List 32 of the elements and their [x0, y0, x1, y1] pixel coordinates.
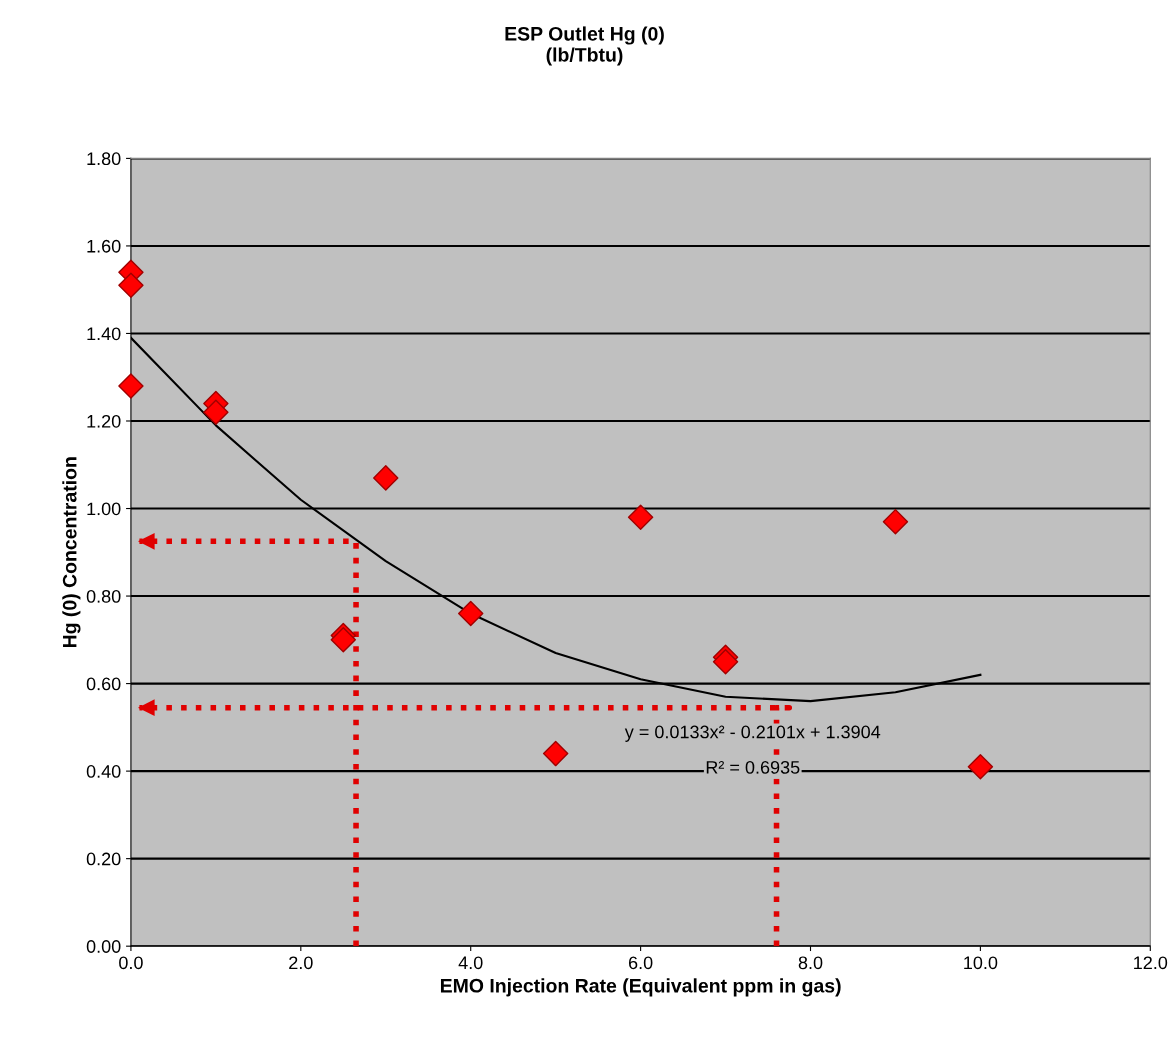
y-tick-label: 1.80 — [87, 152, 121, 166]
point — [373, 465, 399, 491]
y-tick-label: 1.00 — [87, 502, 121, 516]
x-tick-label: 12.0 — [1134, 956, 1168, 970]
point — [203, 399, 229, 425]
y-axis-title: Hg (0) Concentration — [62, 457, 81, 648]
point — [118, 373, 144, 399]
point — [330, 627, 357, 653]
y-tick-label: 0.00 — [86, 940, 121, 953]
y-tick-label: 0.40 — [86, 765, 121, 778]
x-tick-label: 8.0 — [798, 956, 823, 970]
y-tick-label: 1.60 — [87, 239, 121, 253]
point — [542, 740, 569, 767]
y-tick-label: 0.80 — [86, 589, 121, 603]
x-tick-label: 6.0 — [628, 956, 653, 970]
x-tick-label: 0.0 — [119, 956, 143, 970]
y-tick-label: 0.60 — [86, 677, 121, 691]
annotation: y = 0.0133x² - 0.2101x + 1.3904 — [624, 725, 881, 742]
point — [457, 600, 484, 627]
y-tick-label: 1.20 — [87, 414, 121, 428]
annotation: R² = 0.6935 — [706, 760, 800, 774]
y-tick-label: 0.20 — [86, 852, 121, 866]
x-tick-label: 2.0 — [289, 956, 313, 970]
y-tick-label: 1.40 — [87, 327, 121, 341]
chart-title: ESP Outlet Hg (0) (lb/Tbtu) — [505, 26, 664, 66]
point — [882, 508, 909, 535]
x-tick-label: 10.0 — [964, 956, 998, 970]
x-axis-title: EMO Injection Rate (Equivalent ppm in gas) — [440, 978, 841, 997]
x-tick-label: 4.0 — [458, 956, 483, 970]
point — [967, 754, 994, 780]
point — [118, 272, 144, 299]
point — [627, 504, 654, 530]
